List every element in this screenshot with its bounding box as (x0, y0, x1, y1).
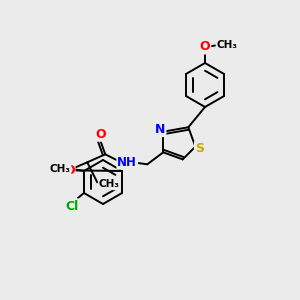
Text: O: O (200, 40, 210, 53)
Text: O: O (64, 164, 75, 177)
Text: CH₃: CH₃ (50, 164, 70, 174)
Text: S: S (195, 142, 204, 155)
Text: O: O (95, 128, 106, 141)
Text: Cl: Cl (65, 200, 79, 212)
Text: CH₃: CH₃ (99, 179, 120, 189)
Text: CH₃: CH₃ (217, 40, 238, 50)
Text: NH: NH (117, 156, 137, 169)
Text: N: N (155, 123, 165, 136)
